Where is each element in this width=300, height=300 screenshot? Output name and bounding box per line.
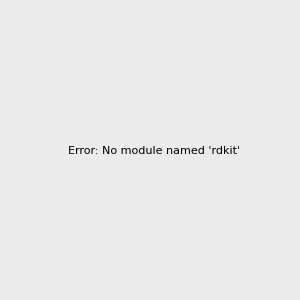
Text: Error: No module named 'rdkit': Error: No module named 'rdkit' xyxy=(68,146,240,157)
